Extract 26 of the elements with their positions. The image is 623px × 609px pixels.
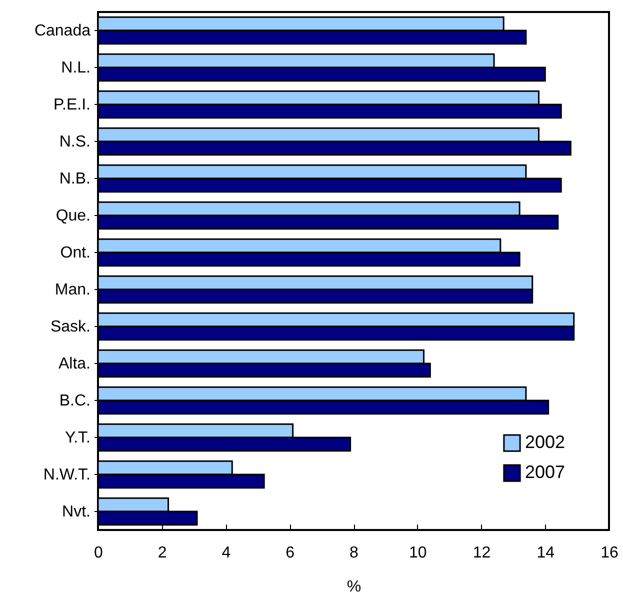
x-tick-label: 8: [350, 544, 359, 562]
x-tick-label: 2: [158, 544, 167, 562]
y-tick-label: Y.T.: [65, 430, 90, 446]
x-tick-label: 6: [286, 544, 295, 562]
x-tick-label: 4: [222, 544, 231, 562]
y-tick-label: N.W.T.: [43, 466, 90, 484]
y-tick-label: Nvt.: [62, 504, 90, 520]
y-tick-label: N.S.: [59, 134, 90, 150]
y-tick-label: Que.: [56, 208, 90, 224]
legend-label: 2007: [525, 462, 566, 482]
y-tick-label: Ont.: [60, 244, 90, 262]
legend-label: 2002: [525, 432, 566, 452]
x-tick-label: 16: [600, 544, 618, 562]
y-tick-label: Sask.: [50, 318, 90, 336]
x-axis-title: %: [346, 578, 362, 596]
x-tick-label: 10: [408, 544, 427, 562]
y-tick-label: P.E.I.: [53, 96, 90, 114]
x-tick-label: 0: [94, 544, 104, 562]
y-tick-label: N.L.: [61, 60, 90, 76]
x-tick-label: 12: [472, 544, 491, 562]
y-tick-label: Alta.: [58, 356, 90, 372]
y-tick-label: Canada: [34, 22, 91, 40]
y-tick-label: B.C.: [59, 392, 90, 410]
x-tick-label: 14: [536, 544, 555, 562]
y-tick-label: Man.: [54, 282, 90, 298]
y-tick-label: N.B.: [59, 170, 90, 188]
